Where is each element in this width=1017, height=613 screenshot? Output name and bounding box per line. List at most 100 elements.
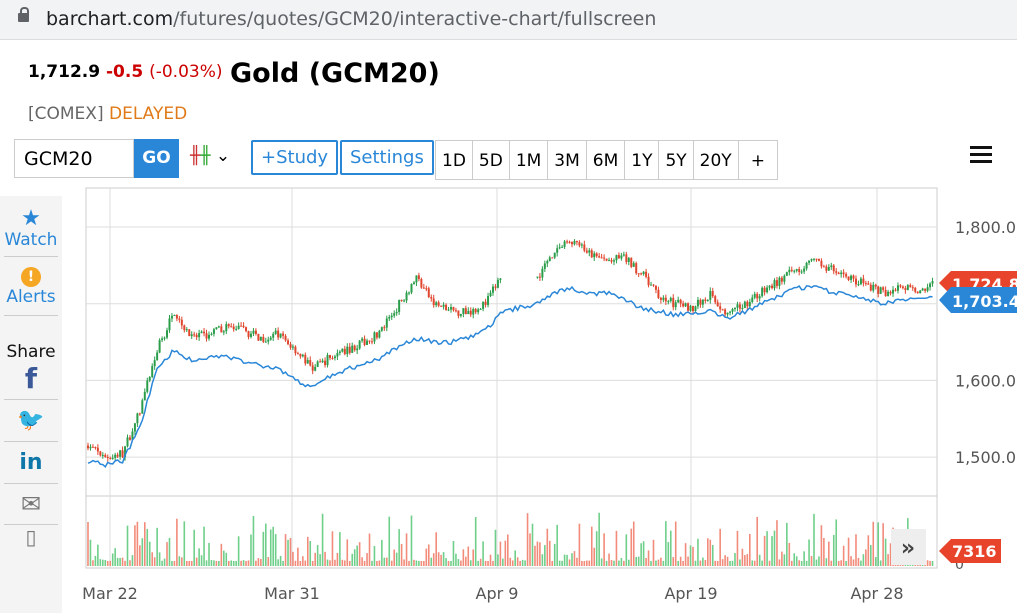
- volume-bar: [714, 560, 717, 566]
- candle-body: [487, 296, 490, 305]
- candle-body: [556, 248, 559, 253]
- candle-body: [200, 331, 203, 334]
- candle-body: [153, 360, 156, 367]
- volume-bar: [825, 558, 828, 566]
- volume-bar: [514, 550, 517, 566]
- candle-body: [847, 276, 850, 280]
- volume-bar: [882, 523, 884, 566]
- candle-body: [808, 260, 811, 263]
- candle-body: [128, 437, 131, 440]
- candle-body: [301, 354, 304, 357]
- volume-bar: [788, 542, 791, 566]
- email-icon[interactable]: ✉: [4, 484, 58, 525]
- volume-bar: [620, 558, 623, 566]
- volume-bar: [472, 549, 475, 566]
- volume-bar: [400, 543, 403, 566]
- period-1m[interactable]: 1M: [510, 141, 549, 179]
- settings-button[interactable]: Settings: [340, 140, 434, 175]
- volume-tag: [939, 539, 1001, 563]
- y-tick-label: 1,600.0: [955, 371, 1016, 390]
- candle-body: [687, 303, 690, 311]
- period-5y[interactable]: 5Y: [659, 141, 694, 179]
- period-1d[interactable]: 1D: [436, 141, 473, 179]
- candle-body: [143, 391, 146, 401]
- candle-body: [180, 319, 183, 326]
- candle-body: [166, 330, 169, 338]
- volume-bar: [832, 534, 835, 566]
- candle-body: [892, 289, 895, 294]
- candle-body: [664, 297, 667, 302]
- volume-bar: [867, 535, 870, 566]
- volume-bar: [581, 561, 583, 566]
- candle-body: [850, 275, 853, 280]
- candle-body: [882, 287, 885, 290]
- volume-bar: [781, 551, 783, 566]
- scroll-to-end-button[interactable]: [891, 529, 926, 565]
- volume-bar: [689, 545, 692, 566]
- candle-body: [719, 306, 722, 310]
- volume-bar: [726, 556, 729, 566]
- candle-body: [817, 258, 820, 261]
- hamburger-menu-icon[interactable]: [970, 146, 992, 167]
- volume-bar: [348, 560, 351, 566]
- volume-bar: [536, 541, 539, 566]
- volume-bar: [158, 552, 161, 566]
- alerts-button[interactable]: ! Alerts: [4, 257, 58, 316]
- volume-bar: [929, 560, 931, 566]
- volume-bar: [390, 560, 393, 566]
- volume-bar: [109, 560, 112, 566]
- price-chart[interactable]: 1,800.0 1,600.0 1,500.0 Mar 22 Mar 31 Apr 9 Ap…: [62, 186, 1017, 613]
- candle-body: [738, 304, 741, 309]
- volume-bar: [835, 519, 838, 566]
- candle-body: [496, 279, 499, 288]
- volume-bar: [205, 560, 208, 566]
- candle-body: [464, 308, 467, 315]
- volume-bar: [344, 560, 346, 566]
- period-6m[interactable]: 6M: [587, 141, 626, 179]
- candle-body: [264, 341, 267, 343]
- address-bar[interactable]: barchart.com/futures/quotes/GCM20/intera…: [0, 0, 1017, 40]
- candle-body: [437, 302, 440, 306]
- twitter-icon[interactable]: 🐦: [4, 400, 58, 442]
- period-3m[interactable]: 3M: [548, 141, 587, 179]
- candle-body: [126, 437, 129, 447]
- candle-body: [588, 250, 591, 253]
- candle-body: [605, 258, 608, 261]
- period-1y[interactable]: 1Y: [625, 141, 660, 179]
- document-icon[interactable]: ▯: [25, 525, 37, 549]
- linkedin-icon[interactable]: in: [4, 442, 58, 484]
- volume-bar: [289, 538, 292, 566]
- symbol-input[interactable]: [14, 139, 134, 178]
- candle-body: [568, 241, 571, 243]
- volume-bar: [92, 560, 94, 566]
- candle-body: [721, 309, 724, 311]
- period-add[interactable]: +: [750, 151, 765, 171]
- volume-bar: [677, 560, 679, 566]
- candle-body: [454, 310, 457, 312]
- candle-body: [706, 299, 709, 301]
- candle-body: [459, 313, 462, 316]
- candle-body: [901, 286, 904, 289]
- candle-body: [124, 446, 127, 458]
- facebook-icon[interactable]: f: [4, 362, 58, 400]
- volume-bar: [763, 535, 766, 566]
- volume-bar: [252, 516, 255, 566]
- go-button[interactable]: GO: [134, 139, 179, 178]
- chart-type-dropdown[interactable]: ╫╫ ⌄: [190, 146, 231, 166]
- candle-body: [771, 285, 774, 289]
- watch-button[interactable]: ★ Watch: [4, 196, 58, 257]
- overlay-line: [87, 285, 933, 468]
- candle-body: [245, 327, 248, 332]
- volume-bar: [104, 559, 107, 566]
- volume-bar: [393, 549, 396, 566]
- period-20y[interactable]: 20Y: [694, 141, 739, 179]
- volume-bar: [176, 518, 178, 566]
- add-study-button[interactable]: +Study: [251, 140, 339, 175]
- volume-bar: [783, 554, 786, 566]
- period-5d[interactable]: 5D: [473, 141, 510, 179]
- candle-body: [262, 336, 265, 342]
- candle-body: [375, 332, 378, 338]
- candle-body: [240, 325, 243, 327]
- volume-bar: [884, 538, 887, 566]
- candle-body: [158, 340, 161, 353]
